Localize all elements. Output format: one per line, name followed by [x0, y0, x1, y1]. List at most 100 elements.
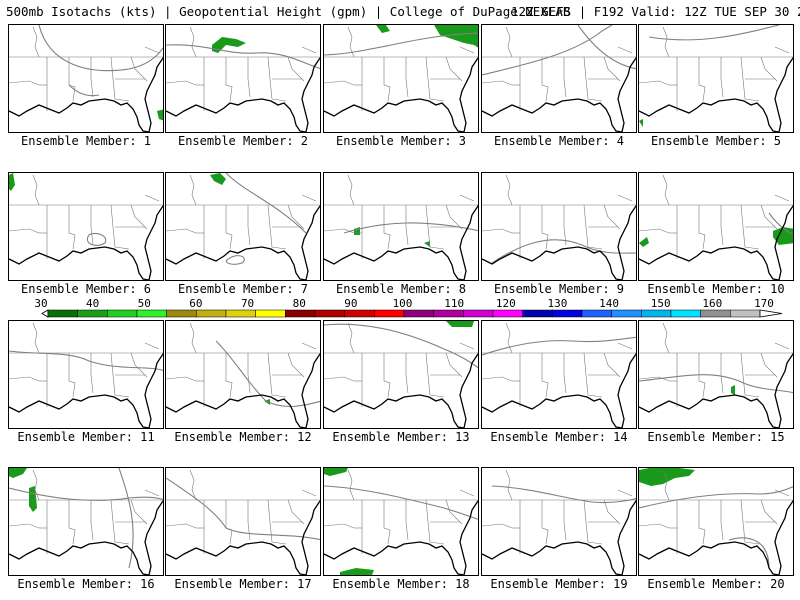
ensemble-member-label: Ensemble Member: 16	[17, 577, 155, 591]
state-border	[287, 499, 305, 525]
colorbar-tick-label: 50	[138, 297, 151, 310]
height-contour	[482, 25, 613, 76]
state-border	[267, 499, 287, 545]
colorbar-tick-label: 160	[702, 297, 722, 310]
colorbar-swatch	[285, 309, 316, 318]
height-contour	[639, 374, 793, 394]
state-border	[720, 57, 724, 98]
state-border	[639, 80, 670, 86]
state-border	[505, 469, 513, 501]
coastline	[9, 499, 163, 575]
state-border	[774, 489, 790, 497]
colorbar-swatch	[700, 309, 731, 318]
state-border	[267, 56, 287, 102]
state-border	[267, 204, 287, 250]
ensemble-member-map	[481, 24, 637, 133]
isotach-fill	[157, 109, 163, 121]
isotach-fill	[9, 173, 15, 191]
colorbar-swatch	[47, 309, 78, 318]
state-border	[189, 26, 197, 58]
isotach-fill	[424, 241, 430, 247]
state-border	[482, 80, 513, 86]
colorbar-swatch	[225, 309, 256, 318]
colorbar-swatch	[611, 309, 642, 318]
map-canvas	[482, 469, 636, 575]
state-border	[603, 352, 621, 378]
ensemble-member-label: Ensemble Member: 15	[647, 430, 785, 444]
state-border	[144, 342, 160, 350]
height-contour	[166, 477, 320, 541]
colorbar-tick-label: 150	[651, 297, 671, 310]
state-border	[68, 205, 76, 250]
state-border	[166, 523, 197, 529]
height-contour	[87, 232, 107, 246]
colorbar-tick-label: 170	[754, 297, 774, 310]
state-border	[662, 174, 670, 206]
coastline	[639, 499, 793, 575]
state-border	[287, 56, 305, 82]
ensemble-member-label: Ensemble Member: 11	[17, 430, 155, 444]
coastline	[482, 499, 636, 575]
state-border	[9, 80, 40, 86]
colorbar-tick-label: 130	[547, 297, 567, 310]
coastline	[639, 56, 793, 132]
colorbar-tick-label: 120	[496, 297, 516, 310]
coastline	[9, 56, 163, 132]
isotach-fill	[9, 468, 27, 478]
state-border	[740, 56, 760, 102]
colorbar-right-arrow	[759, 309, 783, 318]
state-border	[541, 205, 549, 250]
state-border	[617, 194, 633, 202]
state-border	[324, 376, 355, 382]
state-border	[324, 80, 355, 86]
state-border	[720, 353, 724, 394]
state-border	[698, 500, 706, 545]
state-border	[166, 376, 197, 382]
state-border	[383, 353, 391, 398]
state-border	[130, 204, 148, 230]
height-contour	[324, 32, 478, 56]
isotach-fill	[29, 486, 37, 512]
ensemble-member-map	[638, 24, 794, 133]
state-border	[225, 57, 233, 102]
height-contour	[482, 336, 636, 356]
state-border	[32, 26, 40, 58]
ensemble-member-label: Ensemble Member: 18	[332, 577, 470, 591]
state-border	[760, 56, 778, 82]
state-border	[144, 194, 160, 202]
ensemble-member-map	[8, 24, 164, 133]
state-border	[445, 352, 463, 378]
state-border	[541, 57, 549, 102]
coastline	[639, 204, 793, 280]
height-contour	[768, 212, 793, 235]
isotach-fill	[340, 568, 374, 575]
run-valid-time: 12Z GEFS | F192 Valid: 12Z TUE SEP 30 20…	[511, 4, 800, 19]
ensemble-member-map	[481, 467, 637, 576]
map-canvas	[639, 25, 793, 132]
colorbar-swatch	[344, 309, 375, 318]
state-border	[130, 56, 148, 82]
colorbar-swatch	[136, 309, 167, 318]
state-border	[90, 353, 94, 394]
state-border	[425, 352, 445, 398]
state-border	[425, 499, 445, 545]
state-border	[347, 322, 355, 354]
state-border	[144, 46, 160, 54]
state-border	[247, 353, 251, 394]
state-border	[383, 205, 391, 250]
state-border	[247, 205, 251, 246]
state-border	[617, 342, 633, 350]
map-canvas	[166, 469, 320, 575]
state-border	[459, 194, 475, 202]
colorbar-tick-label: 110	[444, 297, 464, 310]
state-border	[32, 322, 40, 354]
isotach-fill	[639, 468, 695, 486]
state-border	[698, 353, 706, 398]
state-border	[760, 352, 778, 378]
isotach-fill	[639, 119, 643, 127]
colorbar-swatch	[403, 309, 434, 318]
state-border	[617, 46, 633, 54]
state-border	[662, 26, 670, 58]
ensemble-member-label: Ensemble Member: 8	[335, 282, 467, 296]
state-border	[760, 204, 778, 230]
